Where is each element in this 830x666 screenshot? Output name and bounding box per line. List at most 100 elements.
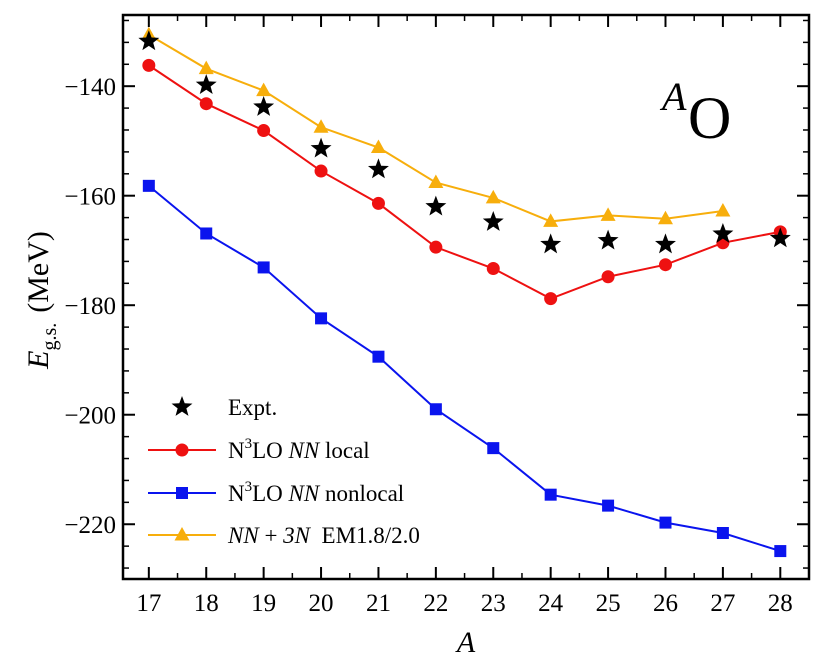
circle-series-line bbox=[148, 64, 781, 300]
x-tick-label: 27 bbox=[710, 590, 735, 617]
x-tick-label: 24 bbox=[538, 590, 564, 617]
square-data-point bbox=[315, 312, 328, 325]
star-data-point bbox=[367, 158, 389, 179]
circle-data-point bbox=[314, 164, 328, 178]
y-tick-label: −200 bbox=[64, 403, 116, 430]
triangle-data-point bbox=[198, 60, 214, 75]
circle-data-point bbox=[486, 262, 500, 276]
legend-label-superscript: 3 bbox=[245, 479, 253, 495]
legend-item: NN + 3N EM1.8/2.0 bbox=[148, 523, 420, 548]
circle-data-point bbox=[257, 124, 271, 138]
square-series-line bbox=[148, 185, 781, 553]
legend-label: NN + 3N EM1.8/2.0 bbox=[227, 523, 420, 548]
circle-data-point bbox=[199, 97, 213, 111]
star-data-point bbox=[253, 95, 275, 116]
star-data-point bbox=[769, 227, 791, 248]
legend-label: N3LO NN nonlocal bbox=[228, 479, 404, 506]
legend-label-part: 3N bbox=[282, 523, 312, 548]
star-data-point bbox=[540, 233, 562, 254]
star-data-point bbox=[425, 195, 447, 216]
x-axis-label: A bbox=[455, 626, 476, 659]
circle-data-point bbox=[658, 258, 672, 272]
square-data-point bbox=[142, 179, 155, 192]
annotation-superscript: A bbox=[659, 74, 687, 119]
legend-square-marker bbox=[176, 487, 188, 499]
star-data-point bbox=[195, 74, 217, 94]
legend-label-part: N bbox=[228, 438, 245, 463]
y-axis-label-unit: (MeV) bbox=[22, 231, 55, 313]
y-tick-label: −220 bbox=[64, 512, 116, 539]
x-tick-label: 20 bbox=[309, 590, 334, 617]
legend-label-superscript: 3 bbox=[245, 436, 253, 452]
y-tick-label: −140 bbox=[64, 74, 116, 101]
circle-data-point bbox=[371, 196, 385, 210]
annotation-label: O bbox=[688, 85, 731, 151]
square-data-point bbox=[659, 516, 672, 529]
square-series bbox=[142, 179, 787, 558]
legend-item: Expt. bbox=[171, 395, 277, 420]
square-data-point bbox=[487, 442, 500, 455]
star-data-point bbox=[482, 210, 504, 231]
square-data-point bbox=[716, 527, 729, 540]
triangle-data-point bbox=[313, 119, 329, 133]
x-tick-label: 22 bbox=[423, 590, 448, 617]
legend-label-part: EM1.8/2.0 bbox=[310, 523, 420, 548]
circle-data-point bbox=[142, 58, 156, 72]
legend-item: N3LO NN nonlocal bbox=[148, 479, 404, 506]
legend-label-part: + bbox=[259, 523, 283, 548]
circle-data-point bbox=[429, 240, 443, 254]
legend-label: Expt. bbox=[228, 395, 277, 420]
legend-star-marker bbox=[171, 396, 193, 416]
legend-label-part: NN bbox=[227, 523, 260, 548]
legend-label-part: NN bbox=[288, 438, 321, 463]
star-data-point bbox=[310, 137, 332, 158]
y-axis-label: Eg.s. (MeV) bbox=[22, 231, 61, 370]
legend-circle-marker bbox=[175, 443, 189, 457]
x-tick-label: 19 bbox=[251, 590, 276, 617]
triangle-data-point bbox=[428, 174, 444, 189]
star-data-point bbox=[597, 229, 619, 250]
triangle-series bbox=[141, 26, 731, 227]
star-series bbox=[138, 30, 791, 254]
y-axis-label-main: E bbox=[22, 351, 55, 370]
square-data-point bbox=[544, 488, 557, 501]
triangle-data-point bbox=[715, 203, 731, 217]
triangle-data-point bbox=[256, 82, 272, 97]
x-tick-label: 25 bbox=[596, 590, 621, 617]
legend-triangle-marker bbox=[174, 527, 190, 541]
circle-data-point bbox=[544, 292, 558, 306]
legend-label-part: LO bbox=[252, 481, 288, 506]
triangle-data-point bbox=[543, 213, 559, 227]
x-tick-label: 26 bbox=[653, 590, 678, 617]
triangle-data-point bbox=[370, 139, 386, 154]
plot-marks bbox=[138, 26, 791, 558]
square-data-point bbox=[372, 350, 385, 363]
star-data-point bbox=[138, 30, 160, 51]
x-tick-label: 23 bbox=[481, 590, 506, 617]
legend-label: N3LO NN local bbox=[228, 436, 370, 463]
y-tick-label: −160 bbox=[64, 184, 116, 211]
triangle-data-point bbox=[657, 210, 673, 225]
legend-label-part: local bbox=[319, 438, 369, 463]
square-data-point bbox=[774, 545, 787, 558]
square-data-point bbox=[257, 261, 270, 274]
triangle-series-line bbox=[148, 33, 724, 223]
legend-label-part: nonlocal bbox=[319, 481, 404, 506]
y-tick-label: −180 bbox=[64, 293, 116, 320]
plot-frame bbox=[121, 13, 811, 581]
legend-label-part: NN bbox=[288, 481, 321, 506]
triangle-data-point bbox=[600, 207, 616, 221]
square-data-point bbox=[429, 403, 442, 416]
x-tick-label: 18 bbox=[194, 590, 219, 617]
x-tick-label: 28 bbox=[768, 590, 793, 617]
legend-item: N3LO NN local bbox=[148, 436, 370, 463]
x-tick-label: 21 bbox=[366, 590, 391, 617]
y-axis-label-subscript: g.s. bbox=[39, 323, 61, 351]
x-tick-label: 17 bbox=[136, 590, 161, 617]
square-data-point bbox=[602, 499, 615, 512]
triangle-data-point bbox=[485, 189, 501, 204]
circle-series bbox=[142, 58, 787, 306]
legend-label-part: N bbox=[228, 481, 245, 506]
